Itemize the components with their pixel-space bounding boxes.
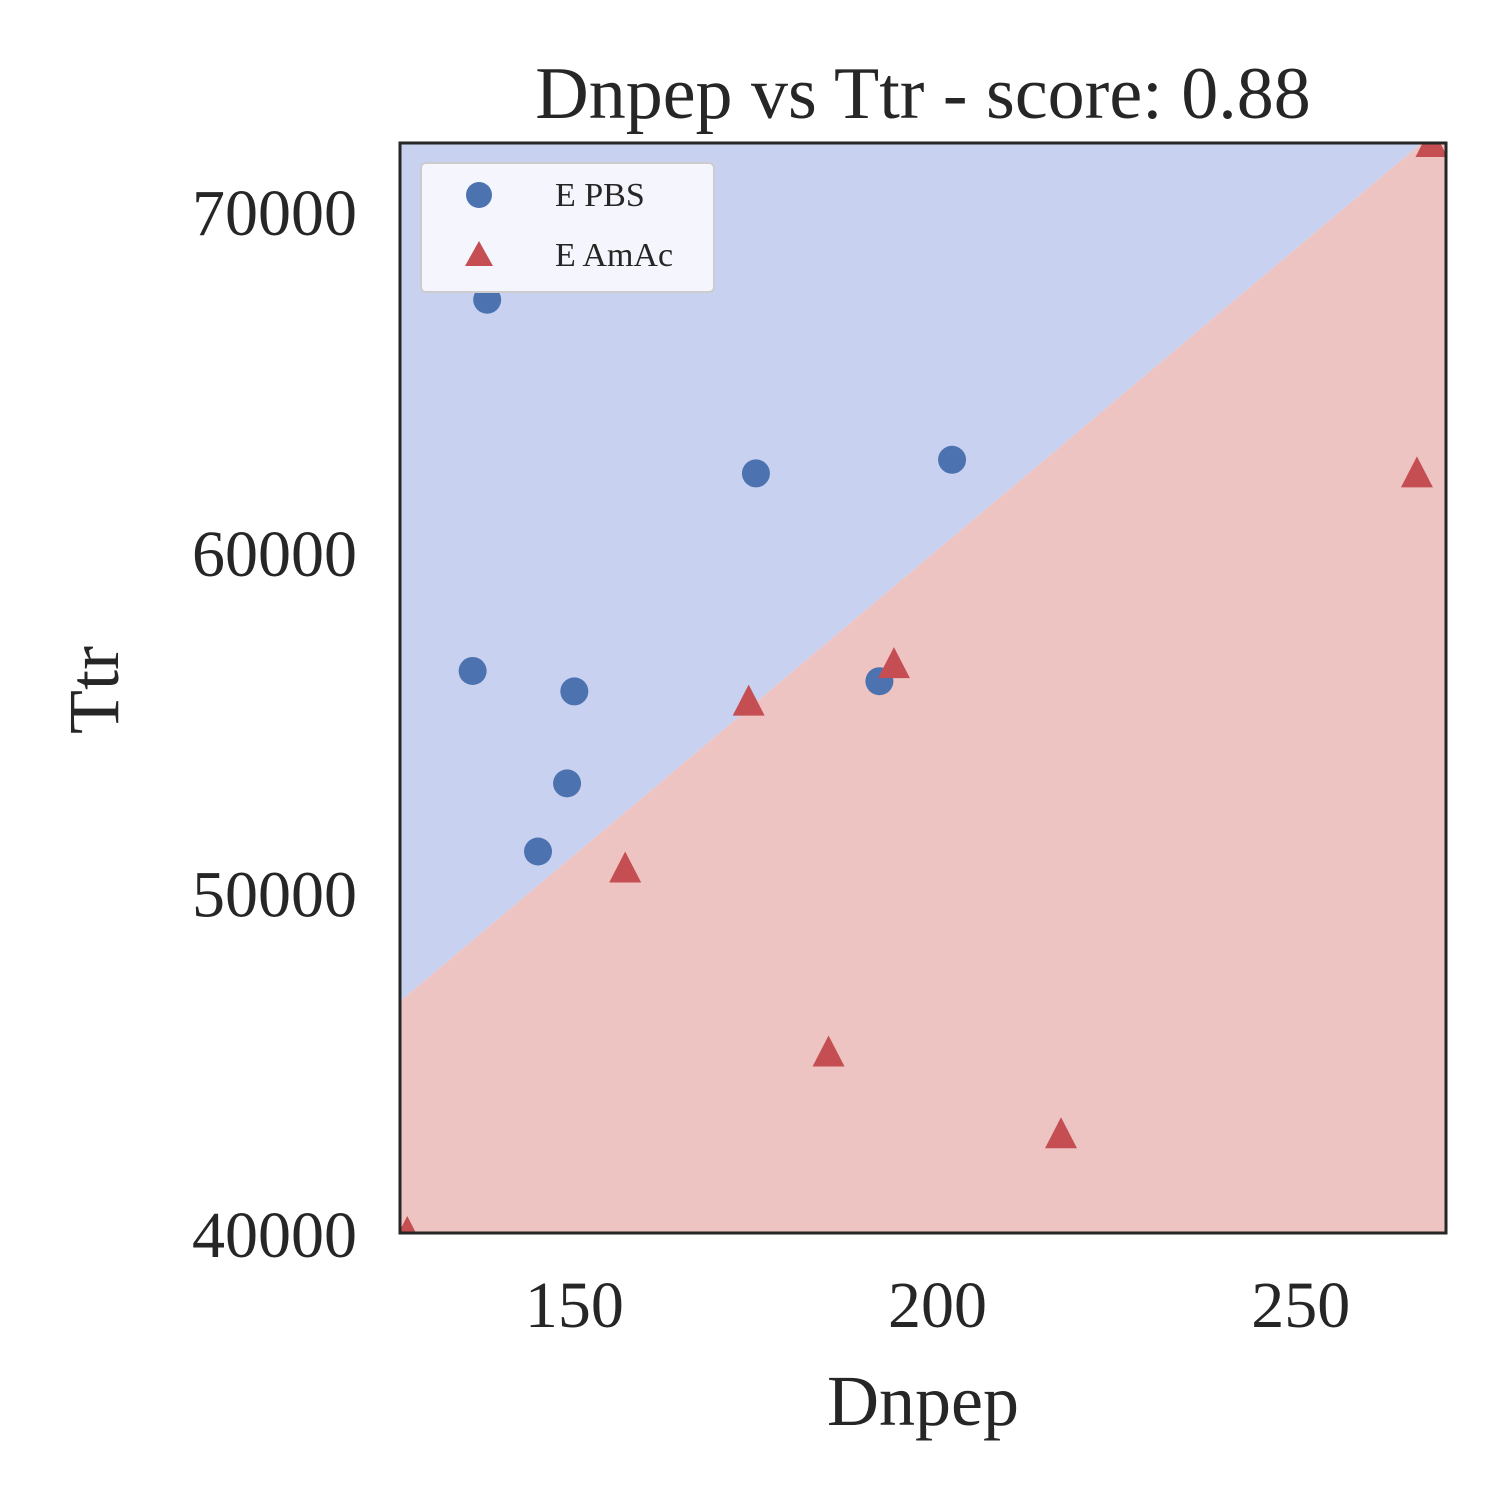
point-e-pbs-1: [741, 459, 770, 488]
region-e-amac: [400, 143, 1446, 1233]
point-e-pbs-2: [938, 445, 967, 474]
point-e-amac-6: [1045, 1117, 1078, 1149]
decision-regions: [400, 143, 1446, 1233]
point-e-pbs-5: [553, 769, 582, 798]
legend-marker-e-pbs: [466, 182, 492, 208]
y-tick-label: 50000: [192, 858, 357, 931]
x-tick-label: 250: [1251, 1269, 1350, 1342]
point-e-amac-7: [400, 1216, 417, 1233]
point-e-amac-4: [609, 851, 642, 883]
y-tick-label: 40000: [192, 1199, 357, 1272]
legend-label-e-pbs: E PBS: [555, 177, 645, 214]
point-e-pbs-6: [524, 837, 553, 866]
point-e-amac-0: [1415, 143, 1446, 157]
point-e-pbs-3: [458, 656, 487, 685]
point-e-amac-3: [732, 684, 765, 716]
y-tick-label: 60000: [192, 518, 357, 591]
x-tick-label: 150: [525, 1269, 624, 1342]
chart-title: Dnpep vs Ttr - score: 0.88: [535, 53, 1310, 135]
plot-frame: [398, 141, 1448, 1235]
x-tick-label: 200: [888, 1269, 987, 1342]
x-axis-ticks: 150 200 250: [525, 1269, 1350, 1342]
data-points: [400, 143, 1446, 1233]
legend-box: [420, 162, 715, 293]
legend: E PBS E AmAc: [420, 162, 715, 293]
y-axis-ticks: 40000 50000 60000 70000: [192, 177, 357, 1272]
x-axis-label: Dnpep: [827, 1361, 1019, 1441]
y-tick-label: 70000: [192, 177, 357, 250]
point-e-amac-5: [812, 1035, 845, 1067]
point-e-amac-2: [877, 647, 910, 679]
point-e-amac-1: [1400, 456, 1433, 488]
y-axis-label: Ttr: [54, 646, 134, 734]
point-e-pbs-4: [560, 677, 589, 706]
legend-label-e-amac: E AmAc: [555, 237, 673, 274]
region-e-pbs: [400, 143, 1446, 1002]
legend-marker-e-amac: [465, 241, 493, 266]
